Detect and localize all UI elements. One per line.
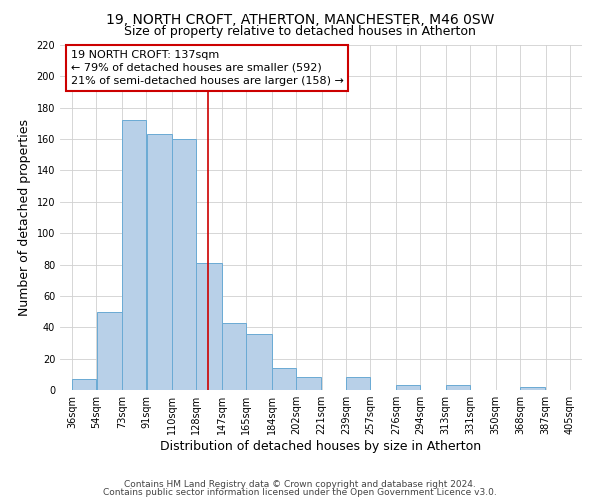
Bar xyxy=(73,379,96,390)
Text: 19 NORTH CROFT: 137sqm
← 79% of detached houses are smaller (592)
21% of semi-de: 19 NORTH CROFT: 137sqm ← 79% of detached… xyxy=(71,50,344,86)
Text: Contains HM Land Registry data © Crown copyright and database right 2024.: Contains HM Land Registry data © Crown c… xyxy=(124,480,476,489)
Text: Size of property relative to detached houses in Atherton: Size of property relative to detached ho… xyxy=(124,25,476,38)
Text: 19, NORTH CROFT, ATHERTON, MANCHESTER, M46 0SW: 19, NORTH CROFT, ATHERTON, MANCHESTER, M… xyxy=(106,12,494,26)
Bar xyxy=(396,386,420,390)
Text: Contains public sector information licensed under the Open Government Licence v3: Contains public sector information licen… xyxy=(103,488,497,497)
Bar xyxy=(122,120,146,390)
Bar xyxy=(296,378,322,390)
Bar xyxy=(97,312,122,390)
Y-axis label: Number of detached properties: Number of detached properties xyxy=(18,119,31,316)
Bar xyxy=(247,334,272,390)
X-axis label: Distribution of detached houses by size in Atherton: Distribution of detached houses by size … xyxy=(160,440,482,453)
Bar xyxy=(196,263,221,390)
Bar xyxy=(520,387,545,390)
Bar xyxy=(446,386,470,390)
Bar xyxy=(222,322,246,390)
Bar xyxy=(146,134,172,390)
Bar xyxy=(272,368,296,390)
Bar xyxy=(346,378,370,390)
Bar xyxy=(172,139,196,390)
